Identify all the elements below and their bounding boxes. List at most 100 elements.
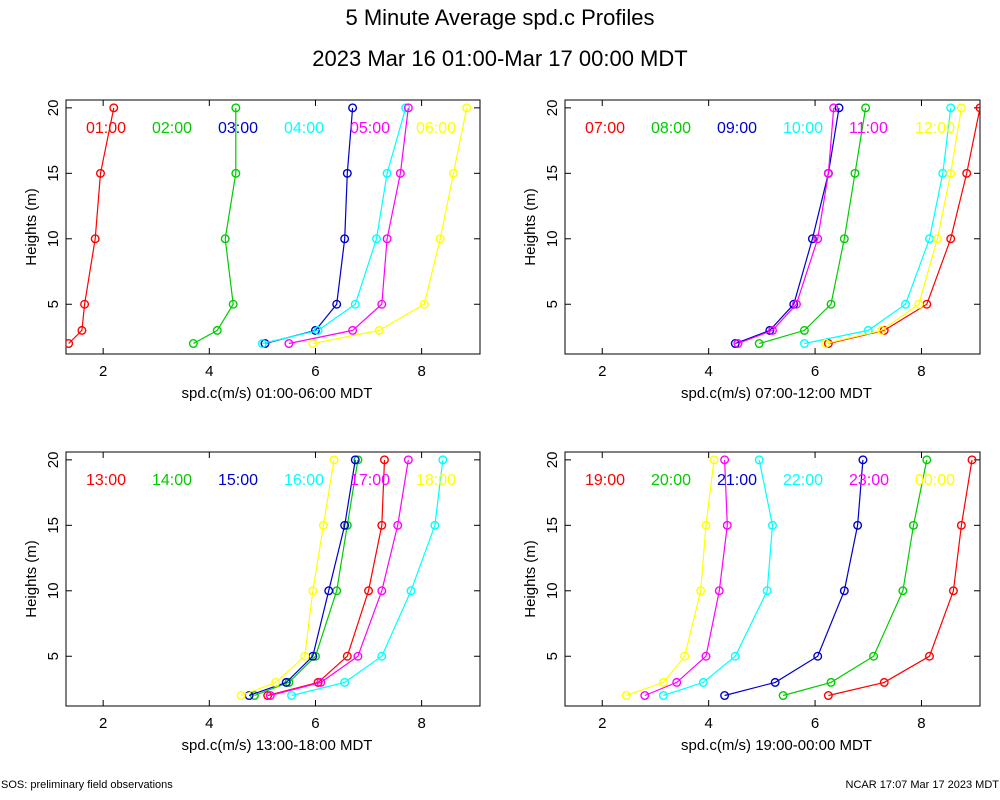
data-point: [946, 168, 956, 178]
data-point: [364, 586, 374, 596]
x-tick-label: 4: [704, 363, 712, 380]
series-line-21:00: [724, 459, 864, 697]
x-tick-label: 6: [311, 715, 319, 732]
x-tick-label: 4: [205, 715, 213, 732]
data-point: [914, 299, 924, 309]
data-point: [672, 677, 682, 687]
series-line-05:00: [288, 107, 409, 345]
data-point: [212, 325, 222, 335]
series-line-23:00: [644, 459, 728, 697]
data-point: [382, 234, 392, 244]
data-point: [799, 339, 809, 349]
data-point: [768, 520, 778, 530]
data-point: [231, 103, 241, 113]
y-axis-label: Heights (m): [23, 188, 40, 266]
plot-area: [66, 103, 472, 349]
x-tick-label: 8: [417, 715, 425, 732]
series-line-01:00: [68, 107, 115, 344]
legend-entry-04:00: 04:00: [284, 120, 324, 137]
data-point: [448, 168, 458, 178]
legend-entry-14:00: 14:00: [152, 472, 192, 489]
data-point: [901, 299, 911, 309]
data-point: [898, 586, 908, 596]
x-tick-label: 6: [811, 363, 819, 380]
data-point: [834, 103, 844, 113]
series-line-11:00: [737, 107, 835, 345]
x-tick-label: 8: [417, 363, 425, 380]
plot-frame: [564, 99, 981, 355]
data-point: [300, 651, 310, 661]
data-point: [962, 168, 972, 178]
data-point: [789, 299, 799, 309]
data-point: [823, 339, 833, 349]
data-point: [340, 520, 350, 530]
y-tick-label: 20: [544, 100, 561, 117]
x-tick-label: 6: [811, 715, 819, 732]
figure-title: 5 Minute Average spd.c Profiles: [346, 5, 655, 30]
data-point: [754, 455, 764, 465]
data-point: [823, 691, 833, 701]
data-point: [946, 103, 956, 113]
data-point: [730, 651, 740, 661]
y-tick-label: 20: [544, 452, 561, 469]
series-line-22:00: [663, 459, 774, 697]
chart-panel-4: 2 4 6 8 5 10 15 20 spd.c(m/s) 19:00-00:00 MDT Hei…: [522, 451, 981, 754]
data-point: [109, 103, 119, 113]
data-point: [879, 677, 889, 687]
x-tick-label: 2: [598, 363, 606, 380]
y-tick-label: 5: [45, 652, 62, 660]
legend-entry-21:00: 21:00: [717, 472, 757, 489]
data-point: [861, 103, 871, 113]
x-axis-label: spd.c(m/s) 13:00-18:00 MDT: [182, 737, 373, 754]
legend-entry-09:00: 09:00: [717, 120, 757, 137]
data-point: [720, 691, 730, 701]
y-tick-label: 20: [45, 452, 62, 469]
chart-panel-1: 2 4 6 8 5 10 15 20 spd.c(m/s) 01:00-06:00 MDT Hei…: [23, 99, 481, 402]
data-point: [308, 586, 318, 596]
data-point: [948, 586, 958, 596]
data-point: [393, 520, 403, 530]
series-line-09:00: [735, 107, 840, 345]
series-line-00:00: [626, 459, 715, 697]
data-point: [932, 234, 942, 244]
data-point: [813, 234, 823, 244]
data-point: [733, 339, 743, 349]
legend-entry-00:00: 00:00: [915, 472, 955, 489]
plot-frame: [65, 451, 481, 707]
data-point: [342, 168, 352, 178]
data-point: [850, 168, 860, 178]
series-line-08:00: [759, 107, 867, 345]
data-point: [188, 339, 198, 349]
data-point: [406, 586, 416, 596]
data-point: [754, 339, 764, 349]
data-point: [696, 586, 706, 596]
data-point: [257, 339, 267, 349]
chart-panel-3: 2 4 6 8 5 10 15 20 spd.c(m/s) 13:00-18:00 MDT Hei…: [23, 451, 481, 754]
data-point: [435, 234, 445, 244]
footer-right: NCAR 17:07 Mar 17 2023 MDT: [846, 779, 1000, 791]
data-point: [377, 520, 387, 530]
data-point: [401, 103, 411, 113]
legend-entry-16:00: 16:00: [284, 472, 324, 489]
data-point: [419, 299, 429, 309]
legend-entry-08:00: 08:00: [651, 120, 691, 137]
legend-entry-05:00: 05:00: [350, 120, 390, 137]
data-point: [853, 520, 863, 530]
x-tick-label: 2: [99, 363, 107, 380]
data-point: [220, 234, 230, 244]
x-tick-label: 4: [205, 363, 213, 380]
data-point: [714, 586, 724, 596]
data-point: [350, 299, 360, 309]
data-point: [379, 455, 389, 465]
series-line-10:00: [804, 107, 952, 345]
legend-entry-07:00: 07:00: [585, 120, 625, 137]
data-point: [313, 677, 323, 687]
data-point: [438, 455, 448, 465]
data-point: [350, 455, 360, 465]
panels: 2 4 6 8 5 10 15 20 spd.c(m/s) 01:00-06:00 MDT Hei…: [23, 99, 981, 754]
data-point: [284, 339, 294, 349]
series-line-16:00: [291, 459, 444, 697]
data-point: [308, 339, 318, 349]
data-point: [640, 691, 650, 701]
data-point: [658, 691, 668, 701]
